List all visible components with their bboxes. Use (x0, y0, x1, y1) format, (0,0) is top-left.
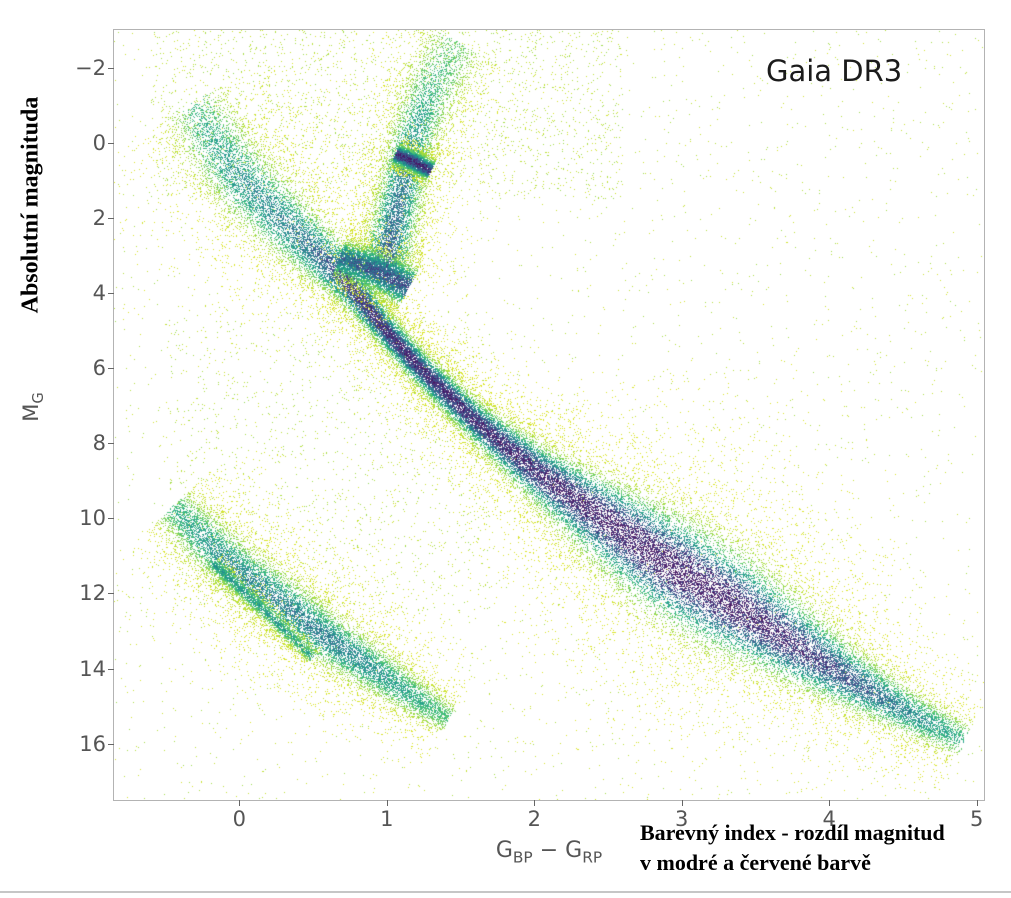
y-tick-label: −2 (75, 55, 106, 80)
y-axis-label-main: M (18, 403, 43, 422)
y-tick-mark (108, 518, 114, 520)
x-tick-label: 4 (822, 807, 836, 831)
y-tick-mark (108, 368, 114, 370)
x-tick-label: 2 (527, 807, 541, 831)
dataset-label: Gaia DR3 (766, 54, 903, 88)
y-tick-label: 4 (92, 280, 106, 305)
x-tick-label: 0 (232, 807, 247, 831)
y-tick-mark (108, 593, 114, 595)
y-tick-mark (108, 217, 114, 219)
x-axis-caption-line2: v modré a červené barvě (640, 850, 871, 875)
y-tick-mark (108, 743, 114, 745)
page-divider (0, 891, 1011, 893)
x-tick-label: 5 (969, 807, 984, 831)
y-tick-label: 10 (79, 506, 106, 531)
x-tick-mark (534, 800, 536, 806)
x-tick-mark (976, 800, 978, 806)
cmd-density-canvas (114, 30, 984, 800)
y-tick-label: 16 (79, 731, 106, 756)
y-tick-mark (108, 443, 114, 445)
y-tick-label: 0 (92, 130, 106, 155)
y-axis-label: MG (19, 392, 47, 422)
x-tick-mark (386, 800, 388, 806)
x-axis-label: GBP − GRP (496, 838, 602, 866)
x-tick-mark (239, 800, 241, 806)
y-tick-label: 12 (79, 581, 106, 606)
x-axis-label-minus: − (532, 838, 566, 863)
x-tick-mark (681, 800, 683, 806)
y-tick-label: 2 (92, 205, 106, 230)
x-axis-caption-line1: Barevný index - rozdíl magnitud (640, 820, 945, 845)
plot-area: Gaia DR3 (113, 29, 985, 801)
y-tick-mark (108, 142, 114, 144)
y-tick-mark (108, 67, 114, 69)
x-axis-label-sub1: BP (512, 848, 533, 867)
x-tick-label: 1 (380, 807, 394, 831)
x-axis-label-g2: G (565, 838, 583, 863)
y-tick-mark (108, 292, 114, 294)
y-tick-mark (108, 668, 114, 670)
y-tick-label: 8 (92, 431, 106, 456)
x-axis-label-g1: G (495, 838, 513, 863)
x-axis-caption: Barevný index - rozdíl magnitud v modré … (640, 818, 945, 878)
y-axis-caption: Absolutní magnituda (17, 96, 44, 314)
x-tick-mark (829, 800, 831, 806)
y-tick-label: 14 (79, 656, 106, 681)
x-tick-label: 3 (675, 807, 689, 831)
x-axis-label-sub2: RP (582, 848, 603, 867)
y-tick-label: 6 (92, 356, 106, 381)
y-axis-label-sub: G (30, 392, 48, 404)
